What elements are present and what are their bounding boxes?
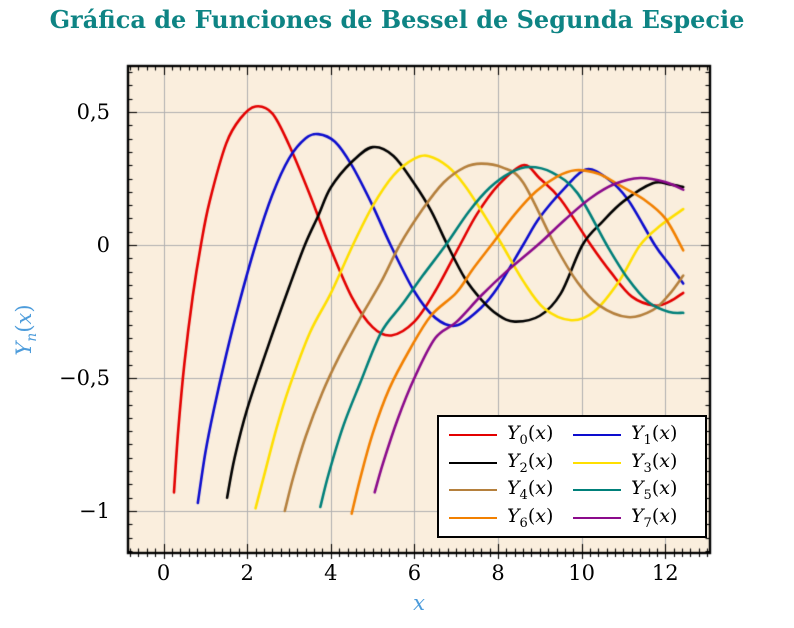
legend-label: Y3(x) (631, 449, 678, 476)
chart-title: Gráfica de Funciones de Bessel de Segund… (49, 5, 745, 34)
x-tick-label: 6 (407, 561, 422, 585)
legend-label: Y1(x) (631, 421, 678, 448)
x-tick-label: 8 (491, 561, 505, 585)
y-tick-label: 0 (96, 233, 110, 257)
legend: Y0(x) Y1(x) Y2(x) Y3(x) Y4(x) Y5(x) Y6(x) Y7(x) (437, 415, 707, 538)
x-tick-label: 10 (568, 561, 596, 585)
legend-item: Y0(x) (449, 422, 573, 448)
legend-line-sample (573, 433, 621, 436)
y-tick-label: −0,5 (59, 365, 110, 390)
y-label-subscript: n (24, 332, 41, 342)
legend-label: Y7(x) (631, 505, 678, 532)
y-tick-label: −1 (79, 498, 110, 523)
y-tick-label: 0,5 (76, 100, 110, 124)
x-tick-label: 0 (156, 561, 171, 585)
legend-line-sample (573, 489, 621, 492)
legend-line-sample (573, 461, 621, 464)
legend-line-sample (449, 489, 497, 492)
legend-label: Y6(x) (507, 505, 554, 532)
x-tick-label: 4 (324, 561, 338, 585)
legend-item: Y6(x) (449, 505, 573, 531)
x-tick-label: 12 (651, 561, 679, 585)
legend-label: Y0(x) (507, 421, 554, 448)
y-label-base: Y (11, 341, 36, 356)
y-label-paren-open: ( (11, 324, 36, 333)
legend-item: Y2(x) (449, 450, 573, 476)
x-tick-label: 2 (240, 561, 254, 585)
legend-line-sample (449, 433, 497, 436)
legend-label: Y5(x) (631, 477, 678, 504)
legend-label: Y2(x) (507, 449, 554, 476)
y-label-var: x (11, 312, 36, 325)
y-axis-label: Yn(x) (12, 304, 40, 355)
legend-item: Y7(x) (573, 505, 697, 531)
legend-item: Y1(x) (573, 422, 697, 448)
legend-item: Y3(x) (573, 450, 697, 476)
legend-item: Y4(x) (449, 477, 573, 503)
y-label-paren-close: ) (11, 304, 36, 313)
legend-line-sample (449, 517, 497, 520)
legend-line-sample (449, 461, 497, 464)
x-label-var: x (413, 591, 425, 615)
legend-label: Y4(x) (507, 477, 554, 504)
legend-line-sample (573, 517, 621, 520)
x-axis-label: x (413, 591, 425, 615)
legend-item: Y5(x) (573, 477, 697, 503)
